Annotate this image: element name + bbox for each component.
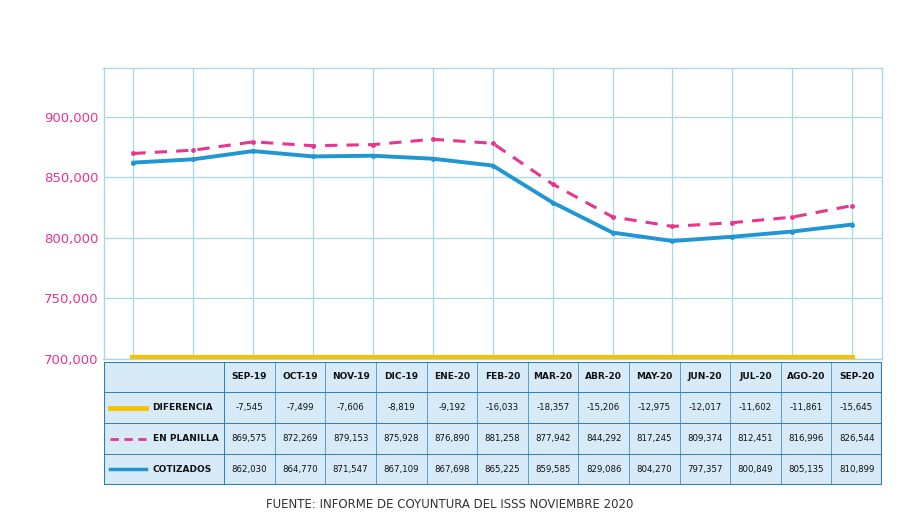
- Text: 862,030: 862,030: [231, 465, 267, 474]
- Text: -15,206: -15,206: [587, 403, 620, 412]
- Text: 869,575: 869,575: [231, 434, 267, 443]
- Text: MAR-20: MAR-20: [534, 373, 572, 381]
- Text: EN PLANILLA: EN PLANILLA: [152, 434, 219, 443]
- Text: -15,645: -15,645: [840, 403, 873, 412]
- Text: 872,269: 872,269: [283, 434, 318, 443]
- Text: MAY-20: MAY-20: [636, 373, 672, 381]
- Text: 877,942: 877,942: [536, 434, 571, 443]
- Text: -8,819: -8,819: [388, 403, 415, 412]
- Text: 816,996: 816,996: [788, 434, 824, 443]
- Text: 859,585: 859,585: [536, 465, 571, 474]
- Text: COTIZADOS: COTIZADOS: [152, 465, 212, 474]
- Text: -16,033: -16,033: [486, 403, 519, 412]
- Text: -11,861: -11,861: [789, 403, 823, 412]
- Text: 826,544: 826,544: [839, 434, 875, 443]
- Text: 805,135: 805,135: [788, 465, 824, 474]
- Text: 865,225: 865,225: [485, 465, 520, 474]
- Text: -12,017: -12,017: [688, 403, 722, 412]
- Text: JUN-20: JUN-20: [688, 373, 722, 381]
- Text: -7,545: -7,545: [236, 403, 264, 412]
- Text: 800,849: 800,849: [738, 465, 773, 474]
- Text: 804,270: 804,270: [636, 465, 672, 474]
- Text: 867,109: 867,109: [383, 465, 419, 474]
- Text: 879,153: 879,153: [333, 434, 368, 443]
- Text: OCT-19: OCT-19: [283, 373, 318, 381]
- Text: FEB-20: FEB-20: [485, 373, 520, 381]
- Text: 867,698: 867,698: [434, 465, 470, 474]
- Text: 871,547: 871,547: [333, 465, 368, 474]
- Text: NOV-19: NOV-19: [332, 373, 370, 381]
- Text: 844,292: 844,292: [586, 434, 621, 443]
- Text: -11,602: -11,602: [739, 403, 772, 412]
- Text: 829,086: 829,086: [586, 465, 621, 474]
- Text: FUENTE: INFORME DE COYUNTURA DEL ISSS NOVIEMBRE 2020: FUENTE: INFORME DE COYUNTURA DEL ISSS NO…: [266, 498, 634, 511]
- Text: DIC-19: DIC-19: [384, 373, 419, 381]
- Text: -18,357: -18,357: [536, 403, 570, 412]
- Text: 797,357: 797,357: [687, 465, 723, 474]
- Text: 809,374: 809,374: [687, 434, 723, 443]
- Text: -12,975: -12,975: [638, 403, 670, 412]
- Text: 817,245: 817,245: [636, 434, 672, 443]
- Text: ABR-20: ABR-20: [585, 373, 622, 381]
- Text: TRABAJADORES REPORTADOS Y COTIZADOS AL ISSS 2019-2020: TRABAJADORES REPORTADOS Y COTIZADOS AL I…: [118, 27, 782, 46]
- Text: AGO-20: AGO-20: [787, 373, 825, 381]
- Text: 876,890: 876,890: [434, 434, 470, 443]
- Text: -9,192: -9,192: [438, 403, 465, 412]
- Text: SEP-20: SEP-20: [839, 373, 874, 381]
- Text: 810,899: 810,899: [839, 465, 875, 474]
- Text: 881,258: 881,258: [485, 434, 520, 443]
- Text: ENE-20: ENE-20: [434, 373, 470, 381]
- Text: 812,451: 812,451: [738, 434, 773, 443]
- Text: JUL-20: JUL-20: [739, 373, 772, 381]
- Text: SEP-19: SEP-19: [231, 373, 267, 381]
- Text: 864,770: 864,770: [283, 465, 318, 474]
- Text: 875,928: 875,928: [383, 434, 419, 443]
- Text: DIFERENCIA: DIFERENCIA: [152, 403, 213, 412]
- Text: -7,499: -7,499: [286, 403, 314, 412]
- Text: -7,606: -7,606: [337, 403, 365, 412]
